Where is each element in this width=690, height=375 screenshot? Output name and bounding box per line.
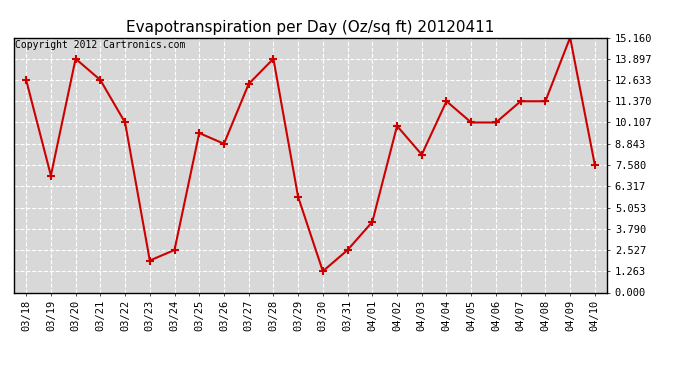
Text: Copyright 2012 Cartronics.com: Copyright 2012 Cartronics.com — [15, 40, 186, 50]
Title: Evapotranspiration per Day (Oz/sq ft) 20120411: Evapotranspiration per Day (Oz/sq ft) 20… — [126, 20, 495, 35]
